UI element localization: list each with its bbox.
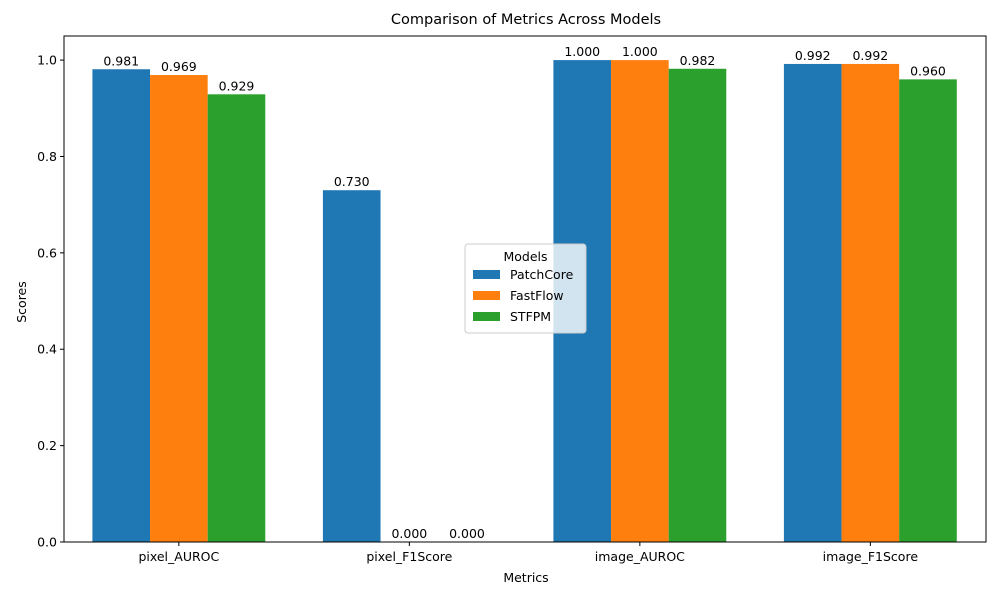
data-label: 0.929: [219, 78, 255, 93]
x-tick-label: pixel_F1Score: [366, 549, 452, 564]
bar-stfpm-image_auroc: [668, 68, 727, 543]
legend-label: FastFlow: [510, 288, 564, 303]
legend-label: PatchCore: [510, 267, 574, 282]
y-tick-label: 0.6: [37, 245, 57, 260]
x-tick-label: image_F1Score: [823, 549, 919, 564]
data-label: 0.992: [852, 48, 888, 63]
data-label: 1.000: [622, 44, 658, 59]
y-axis: 0.0 0.2 0.4 0.6 0.8 1.0: [37, 53, 64, 550]
x-axis-title: Metrics: [503, 570, 548, 585]
bar-fastflow-image_f1score: [841, 63, 900, 542]
legend-swatch: [473, 291, 500, 300]
y-tick-label: 0.2: [37, 438, 57, 453]
y-tick-label: 1.0: [37, 53, 57, 68]
data-label: 0.730: [334, 174, 370, 189]
data-label: 0.982: [680, 53, 716, 68]
data-label: 1.000: [564, 44, 600, 59]
series-stfpm: 0.929 0.000 0.982 0.960: [207, 53, 957, 543]
bar-stfpm-pixel_auroc: [207, 94, 266, 542]
x-axis: pixel_AUROC pixel_F1Score image_AUROC image…: [138, 542, 918, 564]
legend: Models PatchCore FastFlow STFPM: [464, 243, 587, 334]
legend-swatch: [473, 270, 500, 279]
data-label: 0.960: [910, 63, 946, 78]
bar-fastflow-image_auroc: [611, 60, 669, 542]
series-fastflow: 0.969 0.000 1.000 0.992: [150, 44, 900, 542]
chart-title: Comparison of Metrics Across Models: [391, 12, 661, 28]
data-label: 0.992: [795, 48, 831, 63]
axes-frame: [63, 35, 987, 543]
legend-box: [464, 243, 587, 334]
data-label: 0.981: [103, 53, 139, 68]
legend-title: Models: [503, 249, 547, 264]
bar-patchcore-image_f1score: [783, 63, 842, 542]
legend-swatch: [473, 312, 500, 321]
data-label: 0.000: [449, 526, 485, 541]
y-axis-title: Scores: [14, 281, 29, 323]
plot-area: 0.981 0.730 1.000 0.992 0.969 0.000 1.000 0.992…: [63, 35, 987, 543]
legend-label: STFPM: [510, 309, 551, 324]
x-tick-label: pixel_AUROC: [138, 549, 219, 564]
x-tick-label: image_AUROC: [595, 549, 685, 564]
y-tick-label: 0.4: [37, 342, 57, 357]
bar-patchcore-pixel_f1score: [322, 190, 381, 542]
y-tick-label: 0.0: [37, 535, 57, 550]
bar-fastflow-pixel_auroc: [150, 75, 208, 542]
data-label: 0.000: [391, 526, 427, 541]
bar-stfpm-image_f1score: [899, 79, 957, 543]
data-label: 0.969: [161, 59, 197, 74]
bar-patchcore-pixel_auroc: [92, 69, 151, 542]
y-tick-label: 0.8: [37, 149, 57, 164]
